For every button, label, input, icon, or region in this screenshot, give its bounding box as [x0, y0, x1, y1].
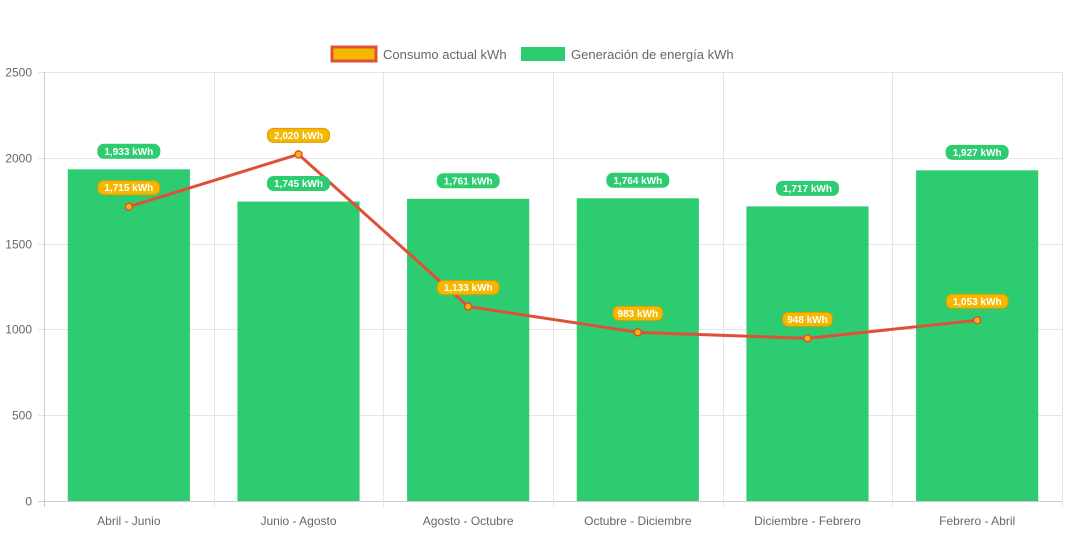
y-tick-label: 1000: [5, 323, 32, 337]
x-axis: Abril - Junio Junio - Agosto Agosto - Octu…: [97, 514, 1015, 528]
bar-value-label: 1,717 kWh: [783, 184, 832, 195]
line-series: [124, 150, 982, 343]
y-tick-label: 2000: [5, 152, 32, 166]
bar-series: [67, 169, 1039, 502]
legend-swatch-generacion[interactable]: [521, 47, 565, 61]
line-value-label-bg: [782, 311, 833, 327]
legend-label-consumo[interactable]: Consumo actual kWh: [383, 47, 507, 62]
y-tick-label: 500: [12, 409, 32, 423]
line-value-label: 2,020 kWh: [274, 131, 323, 142]
bar-value-label-bg: [606, 172, 670, 188]
y-tick-label: 1500: [5, 238, 32, 252]
y-tick-label: 2500: [5, 66, 32, 80]
line-value-label: 948 kWh: [787, 315, 828, 326]
bar-value-label: 1,933 kWh: [104, 147, 153, 158]
line-point: [803, 334, 812, 343]
bar-value-label-bg: [436, 173, 500, 189]
line-value-label-bg: [97, 180, 161, 196]
legend-swatch-consumo[interactable]: [330, 45, 378, 63]
line-point: [972, 316, 982, 325]
bar: [916, 170, 1039, 502]
legend-label-generacion[interactable]: Generación de energía kWh: [571, 47, 734, 62]
data-labels: 1,933 kWh 1,745 kWh 1,761 kWh 1,764 kWh 1,71…: [97, 127, 1009, 327]
bar-value-label-bg: [97, 143, 161, 159]
x-tick-label: Agosto - Octubre: [423, 514, 514, 528]
line-value-label-bg: [945, 293, 1009, 309]
legend: Consumo actual kWh Generación de energía…: [330, 45, 734, 63]
bar-value-label: 1,745 kWh: [274, 179, 323, 190]
bar: [746, 206, 869, 501]
line-value-label-bg: [612, 305, 664, 321]
x-tick-label: Octubre - Diciembre: [584, 514, 692, 528]
line-value-label-bg: [267, 127, 330, 143]
line-point: [124, 202, 134, 211]
bar-value-label-bg: [267, 176, 330, 192]
line-point: [294, 150, 303, 159]
bar-value-label: 1,927 kWh: [953, 148, 1002, 159]
x-tick-label: Abril - Junio: [97, 514, 161, 528]
line-point: [463, 302, 473, 311]
grid-lines: [38, 72, 1063, 507]
bar-value-label: 1,761 kWh: [444, 176, 493, 187]
bar: [67, 169, 190, 502]
line-value-label: 983 kWh: [618, 309, 659, 320]
bar: [237, 201, 360, 502]
x-tick-label: Diciembre - Febrero: [754, 514, 861, 528]
bar-value-label-bg: [945, 144, 1009, 160]
y-tick-label: 0: [25, 495, 32, 509]
line-value-label: 1,133 kWh: [444, 283, 493, 294]
line-value-label-bg: [436, 280, 500, 296]
bar: [407, 198, 530, 502]
line-value-label: 1,053 kWh: [953, 297, 1002, 308]
bar-value-label-bg: [776, 180, 839, 196]
bar-value-label: 1,764 kWh: [613, 176, 662, 187]
x-tick-label: Junio - Agosto: [260, 514, 336, 528]
line-point: [633, 328, 643, 337]
bar: [576, 198, 699, 501]
line-value-label: 1,715 kWh: [104, 183, 153, 194]
y-axis: 0 500 1000 1500 2000 2500: [5, 66, 32, 509]
x-tick-label: Febrero - Abril: [939, 514, 1015, 528]
line-path: [128, 152, 978, 340]
